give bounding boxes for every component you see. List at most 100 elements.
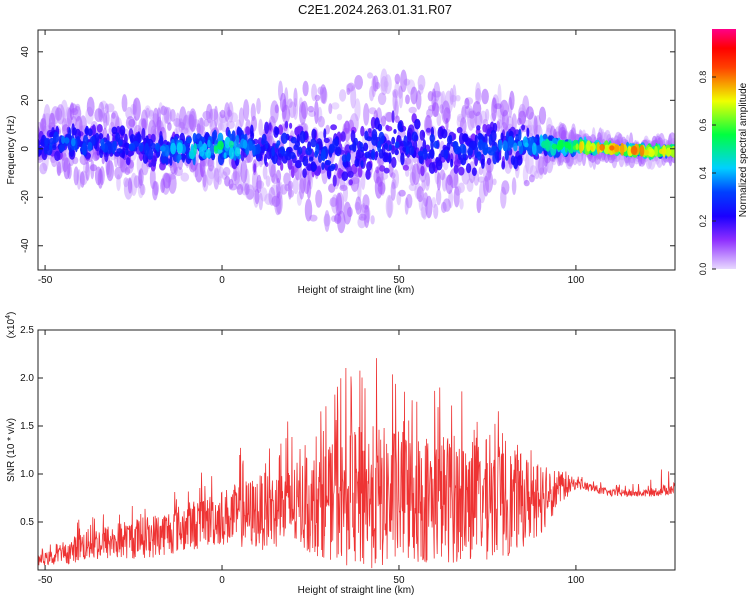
spectral-blob <box>179 106 187 130</box>
spectral-blob <box>630 145 638 155</box>
spectral-blob <box>305 147 313 156</box>
spectral-blob <box>443 107 451 123</box>
spectral-blob <box>121 94 128 112</box>
spectral-blob <box>335 192 343 216</box>
spectral-blob <box>328 103 333 115</box>
spectral-blob <box>315 143 320 156</box>
spectral-blob <box>371 134 378 146</box>
spectral-blob <box>54 107 63 121</box>
spectral-blob <box>332 174 337 187</box>
spectral-blob <box>344 120 350 133</box>
spectral-blob <box>405 145 410 155</box>
spectral-blob <box>334 213 342 224</box>
spectral-blob <box>374 176 383 199</box>
x-tick-label: 0 <box>219 575 225 586</box>
spectral-blob <box>141 127 146 141</box>
spectral-blob <box>170 142 177 155</box>
spectral-blob <box>324 160 332 166</box>
spectral-blob <box>391 156 397 168</box>
spectral-blob <box>551 143 559 150</box>
spectral-blob <box>420 165 425 177</box>
spectral-blob <box>435 159 443 171</box>
spectral-blob <box>526 127 530 138</box>
spectral-blob <box>259 146 266 154</box>
spectral-blob <box>346 87 351 95</box>
spectral-blob <box>444 149 449 159</box>
spectral-blob <box>371 148 376 161</box>
snr-series-line <box>38 358 675 569</box>
spectral-blob <box>492 178 497 186</box>
spectral-blob <box>517 140 523 147</box>
spectral-blob <box>80 171 85 188</box>
spectral-blob <box>477 176 485 183</box>
y-tick-label: 1.5 <box>20 421 34 432</box>
spectral-blob <box>347 170 354 178</box>
spectral-blob <box>482 142 489 156</box>
spectral-blob <box>236 183 244 196</box>
spectral-blob <box>324 210 330 232</box>
snr-y-label: SNR (10 * v/v) <box>6 418 17 482</box>
spectral-blob <box>265 175 271 187</box>
spectral-blob <box>85 161 90 181</box>
spectral-blob <box>314 94 321 102</box>
y-tick-label: 40 <box>20 46 31 58</box>
spectral-blob <box>524 142 529 148</box>
spectral-blob <box>509 90 515 111</box>
spectral-blob <box>125 148 129 156</box>
spectral-blob <box>643 149 650 156</box>
spectral-blob <box>486 128 490 137</box>
spectral-blob <box>394 149 399 156</box>
spectral-blob <box>397 121 403 132</box>
spectral-blob <box>87 141 93 152</box>
spectral-blob <box>311 128 317 140</box>
spectral-blob <box>477 151 482 161</box>
spectral-blob <box>290 136 297 144</box>
spectral-blob <box>299 130 306 144</box>
spectral-blob <box>124 167 131 175</box>
spectral-blob <box>544 138 550 150</box>
spectral-blob <box>38 146 43 154</box>
spectral-blob <box>199 117 204 138</box>
spectral-blob <box>388 144 392 151</box>
spectral-blob <box>40 117 47 132</box>
spectral-blob <box>91 124 96 136</box>
spectral-blob <box>181 152 186 163</box>
spectral-blob <box>488 134 493 146</box>
spectral-blob <box>58 144 66 152</box>
spectral-blob <box>81 142 87 156</box>
spectral-blob <box>417 74 426 91</box>
spectral-blob <box>323 137 330 144</box>
spectral-blob <box>442 198 451 212</box>
spectral-blob <box>321 162 325 171</box>
spectral-blob <box>330 124 337 131</box>
spectral-blob <box>450 158 454 168</box>
spectral-blob <box>394 141 400 149</box>
spectral-blob <box>391 144 395 155</box>
spectral-blob <box>400 69 408 93</box>
spectral-blob <box>261 138 265 146</box>
spectral-blob <box>511 177 517 196</box>
spectral-blob <box>44 137 49 147</box>
spectral-blob <box>431 102 440 118</box>
spectral-blob <box>383 167 390 174</box>
spectral-blob <box>400 152 405 166</box>
spectral-blob <box>441 128 448 139</box>
spectral-blob <box>227 109 233 117</box>
spectral-blob <box>229 133 235 142</box>
spectral-blob <box>501 109 509 131</box>
spectral-blob <box>223 152 227 159</box>
spectral-blob <box>367 128 372 134</box>
spectral-blob <box>429 148 435 160</box>
spectral-blob <box>609 145 615 151</box>
spectral-blob <box>64 137 70 144</box>
spectral-blob <box>116 148 123 154</box>
spectral-blob <box>276 140 281 147</box>
spectral-blob <box>417 150 424 157</box>
spectral-blob <box>426 127 431 133</box>
spectral-blob <box>354 158 360 168</box>
spectral-blob <box>355 196 362 215</box>
spectral-blob <box>525 106 534 120</box>
spectral-blob <box>213 145 218 152</box>
spectral-blob <box>213 129 218 141</box>
snr-frame <box>37 329 676 571</box>
